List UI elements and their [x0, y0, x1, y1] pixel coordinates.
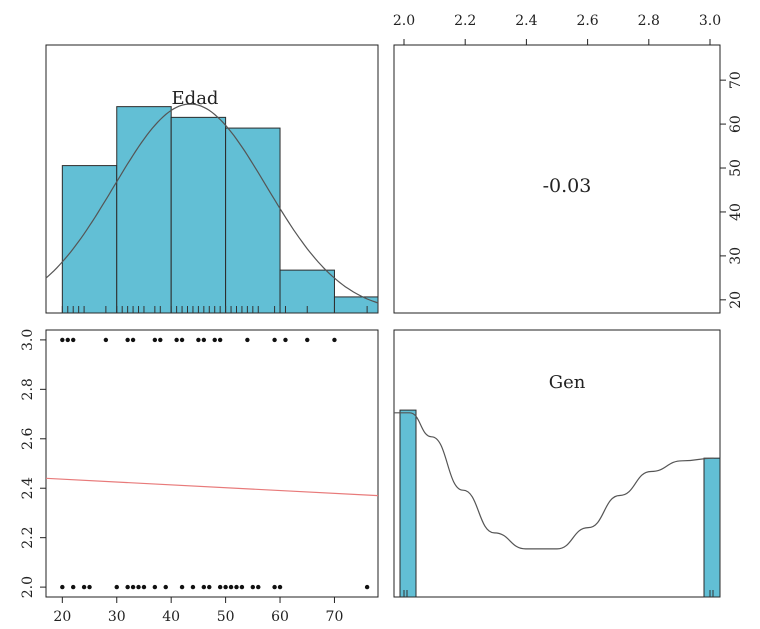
scatter-point — [250, 584, 256, 590]
bottom-tick-label: 50 — [217, 609, 235, 625]
left-axis: 2.0 2.2 2.4 2.6 2.8 3.0 — [20, 329, 46, 598]
panel-top-right: -0.03 — [393, 44, 721, 314]
scatter-point — [130, 337, 136, 343]
top-tick-label: 2.8 — [638, 13, 660, 29]
top-tick-label: 2.2 — [454, 13, 476, 29]
scatter-point — [223, 584, 228, 590]
scatter-point — [114, 584, 119, 590]
bottom-axis: 20 30 40 50 60 70 — [53, 597, 343, 625]
scatter-point — [125, 337, 130, 343]
scatter-point — [179, 584, 185, 590]
panel-bottom-left — [45, 329, 379, 598]
scatter-point — [71, 337, 76, 343]
gen-hist-bar — [703, 457, 721, 598]
top-tick-label: 2.6 — [576, 13, 598, 29]
scatter-point — [217, 584, 223, 590]
edad-hist-bar — [170, 116, 227, 314]
panel-top-left: Edad — [45, 44, 379, 314]
scatter-point — [81, 584, 87, 590]
panel-bottom-right: Gen — [393, 329, 721, 598]
scatter-point — [158, 337, 163, 343]
right-tick-label: 70 — [728, 71, 744, 89]
scatter-point — [60, 584, 65, 590]
edad-density-curve — [45, 103, 379, 304]
scatter-point — [60, 337, 65, 343]
top-tick-label: 3.0 — [699, 13, 721, 29]
right-tick-label: 20 — [728, 291, 744, 309]
edad-hist-bar — [333, 296, 379, 314]
scatter-point — [163, 584, 168, 590]
bottom-tick-label: 30 — [108, 609, 126, 625]
top-axis: 2.0 2.2 2.4 2.6 2.8 3.0 — [393, 13, 721, 45]
scatter-point — [152, 584, 158, 590]
top-tick-label: 2.0 — [393, 13, 415, 29]
bottom-tick-label: 60 — [271, 609, 289, 625]
edad-hist-bar — [116, 106, 172, 314]
right-tick-label: 40 — [728, 203, 744, 221]
left-tick-label: 2.8 — [20, 378, 36, 400]
panel-top-right-frame — [393, 44, 721, 314]
bottom-tick-label: 70 — [326, 609, 344, 625]
scatter-point — [152, 337, 158, 343]
correlation-value: -0.03 — [543, 175, 592, 197]
right-tick-label: 50 — [728, 159, 744, 177]
gen-hist-bar — [399, 409, 417, 598]
edad-hist-bar — [225, 127, 281, 314]
left-tick-label: 2.4 — [20, 477, 36, 499]
scatter-point — [201, 584, 207, 590]
right-tick-label: 60 — [728, 115, 744, 133]
scatter-point — [196, 337, 201, 343]
scatter-point — [87, 584, 92, 590]
scatter-point — [234, 584, 239, 590]
right-axis: 20 30 40 50 60 70 — [720, 71, 744, 309]
scatter-point — [332, 337, 337, 343]
scatter-point — [190, 584, 196, 590]
edad-title: Edad — [172, 88, 219, 109]
bottom-tick-label: 20 — [53, 609, 71, 625]
scatter-point — [201, 337, 207, 343]
scatter-point — [130, 584, 136, 590]
scatter-point — [239, 584, 245, 590]
scatter-point — [103, 337, 109, 343]
scatter-point — [272, 337, 277, 343]
scatter-point — [364, 584, 370, 590]
scatter-point — [272, 584, 277, 590]
left-tick-label: 2.6 — [20, 428, 36, 450]
scatter-point — [277, 584, 283, 590]
edad-hist-bar — [61, 165, 118, 314]
scatter-point — [305, 337, 310, 343]
bottom-tick-label: 40 — [162, 609, 180, 625]
regression-line — [45, 477, 379, 497]
left-tick-label: 2.2 — [20, 527, 36, 549]
right-tick-label: 30 — [728, 247, 744, 265]
scatter-point — [207, 584, 212, 590]
scatter-point — [212, 337, 217, 343]
scatter-point — [71, 584, 76, 590]
scatter-point — [217, 337, 223, 343]
scatter-point — [228, 584, 234, 590]
gen-title: Gen — [549, 372, 586, 393]
scatter-point — [245, 337, 250, 343]
scatter-point — [136, 584, 141, 590]
top-tick-label: 2.4 — [515, 13, 537, 29]
left-tick-label: 3.0 — [20, 329, 36, 351]
panel-bottom-left-frame — [45, 329, 379, 598]
scatter-point — [141, 584, 147, 590]
scatter-point — [125, 584, 130, 590]
scatter-point — [283, 337, 288, 343]
scatter-point — [256, 584, 261, 590]
left-tick-label: 2.0 — [20, 576, 36, 598]
gen-density-curve — [393, 412, 714, 550]
scatter-point — [65, 337, 70, 343]
scatter-point — [179, 337, 185, 343]
scatter-point — [174, 337, 179, 343]
